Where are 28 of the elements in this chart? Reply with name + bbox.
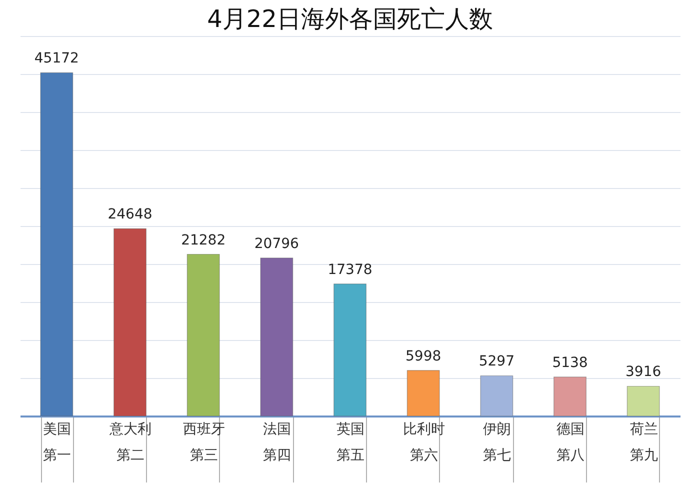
- x-tick-label: 法国第四: [263, 422, 292, 464]
- x-tick-label: 英国第五: [336, 422, 364, 464]
- x-tick-label: 美国第一: [43, 422, 72, 464]
- bar: [334, 284, 366, 416]
- x-tick-label: 比利时第六: [402, 422, 445, 464]
- data-label: 17378: [328, 262, 372, 278]
- bar: [260, 258, 294, 416]
- x-tick-label: 西班牙第三: [182, 422, 225, 464]
- data-label: 45172: [34, 50, 79, 67]
- x-tick-label: 伊朗第七: [483, 422, 512, 464]
- data-label: 21282: [181, 232, 226, 248]
- data-label: 24648: [108, 206, 152, 223]
- data-label: 5138: [552, 354, 588, 371]
- bar: [114, 228, 146, 416]
- bar: [406, 370, 440, 416]
- bar: [626, 386, 660, 416]
- data-label: 5998: [406, 348, 442, 364]
- data-label: 3916: [626, 364, 662, 380]
- x-tick-label: 德国第八: [556, 422, 584, 464]
- bar: [554, 376, 586, 416]
- x-tick-label: 荷兰第九: [630, 422, 658, 464]
- x-tick-label: 意大利第二: [108, 422, 152, 464]
- bar: [186, 254, 220, 416]
- data-label: 20796: [254, 236, 300, 252]
- bar: [40, 72, 74, 416]
- data-label: 5297: [478, 354, 514, 370]
- bar: [480, 375, 514, 416]
- chart-title: 4月22日海外各国死亡人数: [207, 5, 493, 33]
